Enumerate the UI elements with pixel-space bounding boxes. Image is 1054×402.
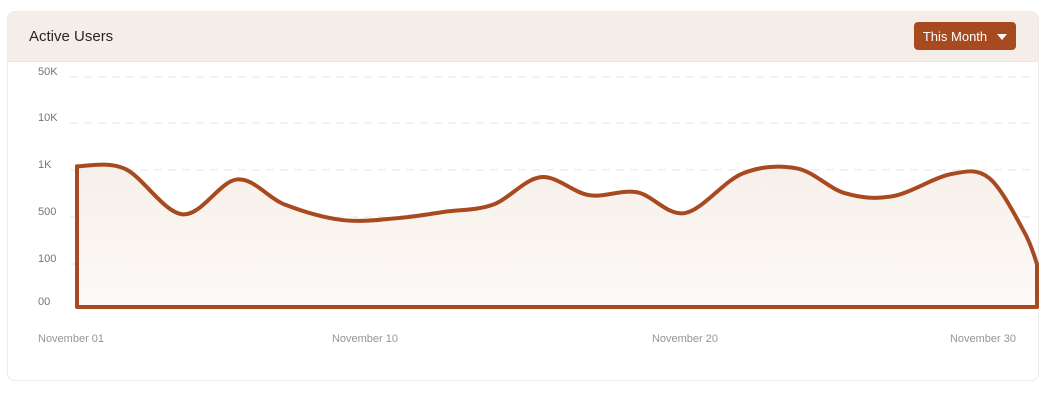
area-fill (77, 164, 1037, 307)
y-tick-label: 10K (38, 112, 58, 124)
date-range-label: This Month (922, 28, 988, 44)
y-tick-label: 500 (38, 206, 56, 218)
y-tick-label: 1K (38, 159, 52, 171)
x-tick-label: November 20 (652, 333, 718, 345)
y-tick-label: 00 (38, 296, 50, 308)
x-axis-ticks: November 01 November 10 November 20 Novembe… (38, 333, 1016, 345)
area-layer (75, 162, 1039, 309)
caret-down-icon (997, 33, 1008, 40)
date-range-dropdown[interactable]: This Month (914, 22, 1016, 50)
y-tick-label: 100 (38, 253, 56, 265)
card-title: Active Users (29, 28, 114, 45)
x-tick-label: November 10 (332, 333, 398, 345)
y-tick-label: 50K (38, 66, 58, 78)
x-tick-label: November 01 (38, 333, 104, 345)
card-header: Active Users This Month (8, 12, 1038, 62)
series-line (75, 162, 1039, 309)
x-tick-label: November 30 (950, 333, 1016, 345)
y-axis-ticks: 00 100 500 1K 10K 50K (38, 66, 58, 308)
